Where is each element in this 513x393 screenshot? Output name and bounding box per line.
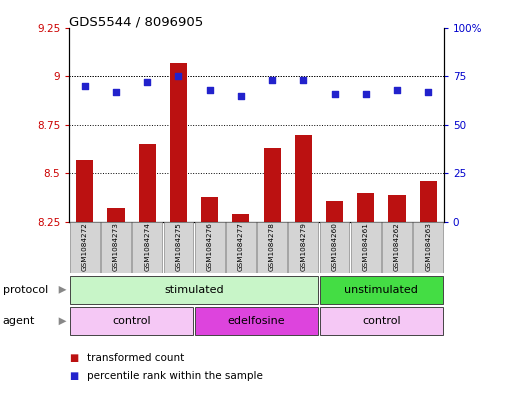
Bar: [413, 222, 443, 273]
Bar: [357, 193, 374, 222]
Bar: [70, 307, 193, 335]
Bar: [264, 148, 281, 222]
Text: agent: agent: [3, 316, 35, 326]
Text: protocol: protocol: [3, 285, 48, 295]
Text: ■: ■: [69, 371, 78, 382]
Bar: [132, 222, 162, 273]
Text: control: control: [362, 316, 401, 326]
Point: [393, 86, 401, 93]
Text: GSM1084261: GSM1084261: [363, 222, 369, 271]
Bar: [195, 222, 225, 273]
Text: GDS5544 / 8096905: GDS5544 / 8096905: [69, 16, 204, 29]
Bar: [70, 222, 100, 273]
Bar: [226, 222, 256, 273]
Bar: [382, 222, 412, 273]
Text: control: control: [112, 316, 151, 326]
Text: GSM1084272: GSM1084272: [82, 222, 88, 271]
Bar: [139, 144, 156, 222]
Bar: [232, 214, 249, 222]
Bar: [170, 62, 187, 222]
Text: percentile rank within the sample: percentile rank within the sample: [87, 371, 263, 382]
Bar: [320, 276, 443, 304]
Point: [330, 90, 339, 97]
Text: GSM1084275: GSM1084275: [175, 222, 182, 271]
Bar: [108, 208, 125, 222]
Point: [112, 88, 120, 95]
Bar: [351, 222, 381, 273]
Text: GSM1084273: GSM1084273: [113, 222, 119, 271]
Text: stimulated: stimulated: [164, 285, 224, 295]
Text: GSM1084279: GSM1084279: [300, 222, 306, 271]
Text: GSM1084277: GSM1084277: [238, 222, 244, 271]
Point: [268, 77, 276, 83]
Bar: [164, 222, 193, 273]
Bar: [195, 307, 318, 335]
Bar: [388, 195, 405, 222]
Bar: [288, 222, 318, 273]
Bar: [101, 222, 131, 273]
Text: GSM1084278: GSM1084278: [269, 222, 275, 271]
Text: GSM1084274: GSM1084274: [144, 222, 150, 271]
Point: [362, 90, 370, 97]
Text: GSM1084263: GSM1084263: [425, 222, 431, 271]
Text: GSM1084262: GSM1084262: [394, 222, 400, 271]
Text: GSM1084260: GSM1084260: [331, 222, 338, 271]
Text: unstimulated: unstimulated: [344, 285, 418, 295]
Text: transformed count: transformed count: [87, 353, 185, 364]
Point: [299, 77, 307, 83]
Bar: [420, 181, 437, 222]
Text: ■: ■: [69, 353, 78, 364]
Point: [143, 79, 151, 85]
Point: [81, 83, 89, 89]
Text: GSM1084276: GSM1084276: [207, 222, 213, 271]
Point: [237, 92, 245, 99]
Bar: [320, 222, 349, 273]
Bar: [70, 276, 318, 304]
Point: [174, 73, 183, 79]
Point: [424, 88, 432, 95]
Bar: [295, 134, 312, 222]
Bar: [76, 160, 93, 222]
Bar: [201, 197, 218, 222]
Bar: [320, 307, 443, 335]
Bar: [257, 222, 287, 273]
Point: [206, 86, 214, 93]
Bar: [326, 201, 343, 222]
Text: edelfosine: edelfosine: [228, 316, 285, 326]
